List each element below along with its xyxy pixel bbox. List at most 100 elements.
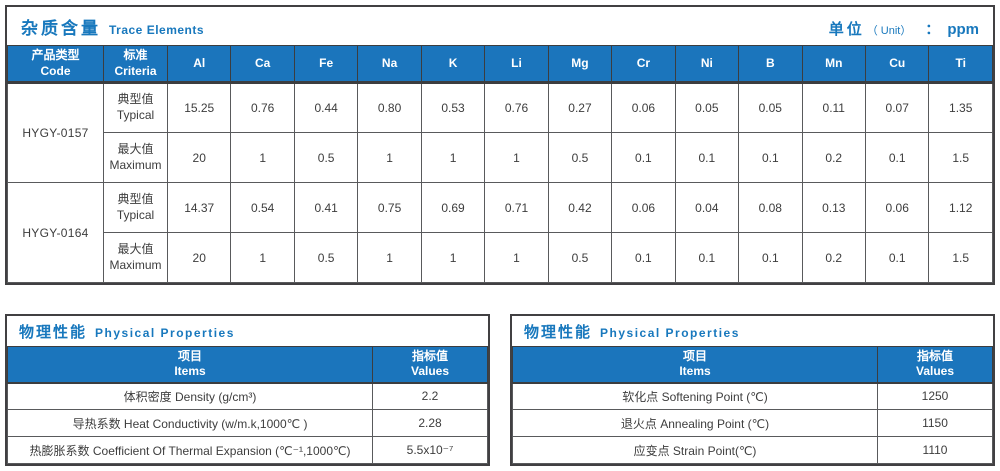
element-value-cell: 1 bbox=[420, 232, 486, 283]
element-value-cell: 1 bbox=[484, 232, 549, 283]
unit-value: ppm bbox=[947, 21, 979, 38]
table-row: 退火点 Annealing Point (℃) 1150 bbox=[512, 409, 993, 437]
table-row: HYGY-0164 典型值 Typical 14.37 0.54 0.41 0.75 0.69… bbox=[7, 182, 993, 283]
element-value-cell: 0.1 bbox=[611, 232, 676, 283]
values-header-en: Values bbox=[410, 364, 450, 379]
items-header-zh: 项目 bbox=[682, 348, 707, 363]
criteria-cell: 最大值 Maximum bbox=[103, 232, 168, 283]
criteria-en: Maximum bbox=[109, 157, 162, 172]
element-value-cell: 0.44 bbox=[293, 82, 359, 133]
element-value-cell: 0.5 bbox=[547, 232, 613, 283]
element-value-cell: 1.12 bbox=[928, 182, 993, 233]
physical-left-title-zh: 物理性能 bbox=[19, 324, 88, 341]
trace-elements-title-bar: 杂质含量 Trace Elements 单位 （ Unit） ： ppm bbox=[7, 7, 993, 45]
physical-right-title-en: Physical Properties bbox=[600, 326, 740, 340]
element-value-cell: 0.76 bbox=[230, 82, 295, 133]
code-header-en: Code bbox=[40, 63, 71, 78]
element-value-cell: 0.04 bbox=[674, 182, 740, 233]
element-column-header: Li bbox=[484, 45, 549, 84]
property-value: 2.2 bbox=[372, 382, 488, 410]
product-code-cell: HYGY-0157 bbox=[7, 82, 104, 183]
criteria-zh: 最大值 bbox=[117, 241, 154, 256]
element-value-cell: 1.35 bbox=[928, 82, 993, 133]
criteria-zh: 最大值 bbox=[117, 141, 154, 156]
table-row: 导热系数 Heat Conductivity (w/m.k,1000℃ ) 2.… bbox=[7, 409, 488, 437]
element-value-cell: 15.25 bbox=[166, 82, 232, 133]
unit-label: 单位 （ Unit） ： ppm bbox=[829, 18, 979, 39]
physical-left-header-row: 项目 Items 指标值 Values bbox=[7, 346, 488, 384]
property-value: 1110 bbox=[877, 436, 993, 464]
column-header-criteria: 标准 Criteria bbox=[103, 45, 168, 84]
trace-header-row: 产品类型 Code 标准 Criteria Al Ca Fe Na K Li Mg Cr Ni B… bbox=[7, 45, 993, 84]
physical-right-header-row: 项目 Items 指标值 Values bbox=[512, 346, 993, 384]
table-row: HYGY-0157 典型值 Typical 15.25 0.76 0.44 0.80 0.53… bbox=[7, 82, 993, 183]
column-header-values: 指标值 Values bbox=[372, 346, 488, 384]
element-value-cell: 0.41 bbox=[293, 182, 359, 233]
element-value-cell: 0.1 bbox=[738, 132, 803, 183]
element-column-header: Mn bbox=[801, 45, 866, 84]
element-value-cell: 1 bbox=[484, 132, 549, 183]
criteria-cell: 典型值 Typical bbox=[103, 182, 168, 233]
element-column-header: Mg bbox=[547, 45, 613, 84]
element-value-cell: 0.06 bbox=[611, 182, 676, 233]
trace-elements-section: 杂质含量 Trace Elements 单位 （ Unit） ： ppm 产品类… bbox=[5, 5, 995, 285]
element-value-cell: 0.1 bbox=[674, 232, 740, 283]
element-value-cell: 14.37 bbox=[166, 182, 232, 233]
physical-left-title: 物理性能 Physical Properties bbox=[19, 321, 235, 342]
element-value-cell: 0.42 bbox=[547, 182, 613, 233]
property-item: 软化点 Softening Point (℃) bbox=[512, 382, 878, 410]
column-header-code: 产品类型 Code bbox=[7, 45, 104, 84]
trace-title-zh: 杂质含量 bbox=[21, 19, 101, 38]
physical-right-title-zh: 物理性能 bbox=[524, 324, 593, 341]
element-value-cell: 1 bbox=[357, 232, 422, 283]
element-value-cell: 0.1 bbox=[864, 132, 930, 183]
table-row: 最大值 Maximum 20 1 0.5 1 1 1 0.5 0.1 0.1 0.1 0.2 0.1 1.5 bbox=[8, 232, 993, 283]
unit-zh: 单位 bbox=[828, 21, 865, 38]
physical-left-title-bar: 物理性能 Physical Properties bbox=[7, 316, 488, 346]
items-header-zh: 项目 bbox=[177, 348, 202, 363]
product-code-cell: HYGY-0164 bbox=[7, 182, 104, 283]
criteria-en: Typical bbox=[116, 108, 155, 122]
criteria-en: Maximum bbox=[109, 257, 162, 272]
trace-title-en: Trace Elements bbox=[109, 23, 205, 37]
element-value-cell: 0.2 bbox=[801, 132, 866, 183]
element-value-cell: 0.5 bbox=[293, 232, 359, 283]
element-value-cell: 0.54 bbox=[230, 182, 295, 233]
element-column-header: Cu bbox=[864, 45, 930, 84]
element-value-cell: 0.75 bbox=[357, 182, 422, 233]
values-header-zh: 指标值 bbox=[411, 348, 448, 363]
physical-left-title-en: Physical Properties bbox=[95, 326, 235, 340]
physical-right-title-bar: 物理性能 Physical Properties bbox=[512, 316, 993, 346]
criteria-en: Typical bbox=[116, 207, 155, 222]
element-value-cell: 0.80 bbox=[357, 82, 422, 133]
table-row: 体积密度 Density (g/cm³) 2.2 bbox=[7, 382, 488, 410]
property-value: 1150 bbox=[877, 409, 993, 437]
physical-right-title: 物理性能 Physical Properties bbox=[524, 321, 740, 342]
table-row: 软化点 Softening Point (℃) 1250 bbox=[512, 382, 993, 410]
items-header-en: Items bbox=[174, 364, 206, 379]
element-value-cell: 20 bbox=[166, 232, 232, 283]
element-value-cell: 1 bbox=[357, 132, 422, 183]
physical-left-table: 项目 Items 指标值 Values 体积密度 Density (g/cm³)… bbox=[7, 346, 488, 464]
element-value-cell: 1 bbox=[230, 232, 295, 283]
criteria-header-zh: 标准 bbox=[123, 47, 148, 62]
element-column-header: Cr bbox=[611, 45, 676, 84]
trace-elements-table: 产品类型 Code 标准 Criteria Al Ca Fe Na K Li Mg Cr Ni B… bbox=[7, 45, 993, 283]
physical-properties-row: 物理性能 Physical Properties 项目 Items 指标值 Va… bbox=[5, 314, 995, 466]
element-value-cell: 0.2 bbox=[801, 232, 866, 283]
element-column-header: Ti bbox=[928, 45, 993, 84]
element-value-cell: 1 bbox=[420, 132, 486, 183]
element-value-cell: 0.06 bbox=[611, 82, 676, 133]
physical-properties-right-section: 物理性能 Physical Properties 项目 Items 指标值 Va… bbox=[510, 314, 995, 466]
element-column-header: B bbox=[738, 45, 803, 84]
unit-en: （ Unit） bbox=[866, 25, 912, 37]
values-header-en: Values bbox=[915, 364, 955, 379]
element-value-cell: 0.05 bbox=[674, 82, 740, 133]
column-header-values: 指标值 Values bbox=[877, 346, 993, 384]
criteria-header-en: Criteria bbox=[114, 63, 157, 78]
element-value-cell: 0.1 bbox=[674, 132, 740, 183]
column-header-items: 项目 Items bbox=[512, 346, 878, 384]
items-header-en: Items bbox=[679, 364, 711, 379]
table-row: 应变点 Strain Point(℃) 1110 bbox=[512, 436, 993, 464]
